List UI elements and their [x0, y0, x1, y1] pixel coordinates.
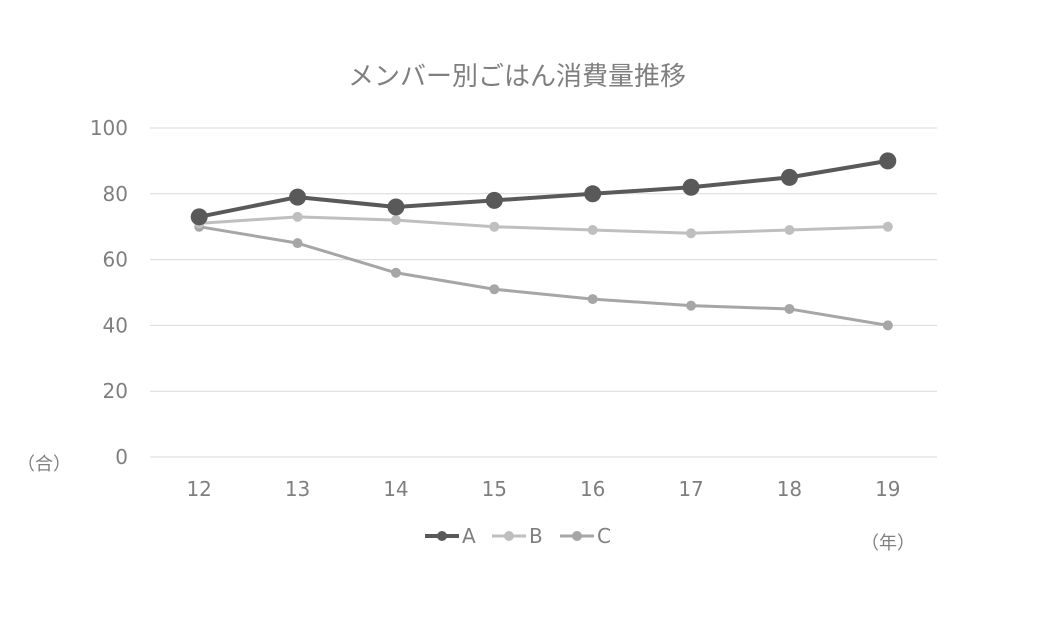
data-point — [780, 168, 798, 186]
legend-label: B — [529, 524, 543, 548]
legend-item-A: A — [425, 524, 476, 548]
y-tick-label: 20 — [103, 379, 128, 403]
data-point — [489, 284, 500, 295]
data-point — [292, 238, 303, 249]
x-tick-label: 16 — [580, 477, 605, 501]
data-point — [682, 178, 700, 196]
legend-item-C: C — [560, 524, 611, 548]
data-point — [587, 294, 598, 305]
data-point — [390, 267, 401, 278]
data-point — [784, 303, 795, 314]
data-point — [584, 185, 602, 203]
series-line — [198, 225, 889, 327]
x-tick-label: 17 — [678, 477, 703, 501]
legend-marker — [504, 531, 514, 541]
y-axis-unit: （合） — [17, 454, 71, 475]
legend-marker — [572, 531, 582, 541]
data-point — [390, 215, 401, 226]
x-tick-label: 18 — [777, 477, 802, 501]
data-point — [292, 211, 303, 222]
data-point — [784, 224, 795, 235]
grid-lines — [150, 127, 937, 458]
x-tick-label: 12 — [186, 477, 211, 501]
y-tick-label: 80 — [103, 182, 128, 206]
legend-marker — [437, 531, 447, 541]
data-point — [489, 221, 500, 232]
series-A — [190, 152, 897, 226]
data-point — [485, 191, 503, 209]
y-tick-label: 100 — [90, 116, 128, 140]
x-axis-ticks: 12 13 14 15 16 17 18 19 — [186, 477, 900, 501]
data-point — [289, 188, 307, 206]
x-tick-label: 15 — [482, 477, 507, 501]
data-point — [686, 228, 697, 239]
series-C — [194, 221, 893, 331]
legend-label: C — [597, 524, 611, 548]
data-point — [879, 152, 897, 170]
legend-item-B: B — [492, 524, 543, 548]
x-tick-label: 13 — [285, 477, 310, 501]
chart-title: メンバー別ごはん消費量推移 — [348, 62, 686, 92]
x-tick-label: 14 — [383, 477, 408, 501]
data-point — [686, 300, 697, 311]
data-point — [587, 224, 598, 235]
series-lines — [190, 152, 897, 331]
x-tick-label: 19 — [875, 477, 900, 501]
x-axis-unit: （年） — [861, 533, 915, 554]
y-tick-label: 40 — [103, 313, 128, 337]
data-point — [882, 221, 893, 232]
y-tick-label: 60 — [103, 248, 128, 272]
series-B — [194, 211, 893, 239]
series-line — [199, 215, 888, 235]
data-point — [190, 208, 208, 226]
y-axis-ticks: 0 20 40 60 80 100 — [90, 116, 128, 469]
legend-label: A — [462, 524, 476, 548]
data-point — [882, 320, 893, 331]
data-point — [387, 198, 405, 216]
y-tick-label: 0 — [115, 445, 128, 469]
series-line — [198, 158, 889, 219]
legend: A B C — [425, 524, 611, 548]
